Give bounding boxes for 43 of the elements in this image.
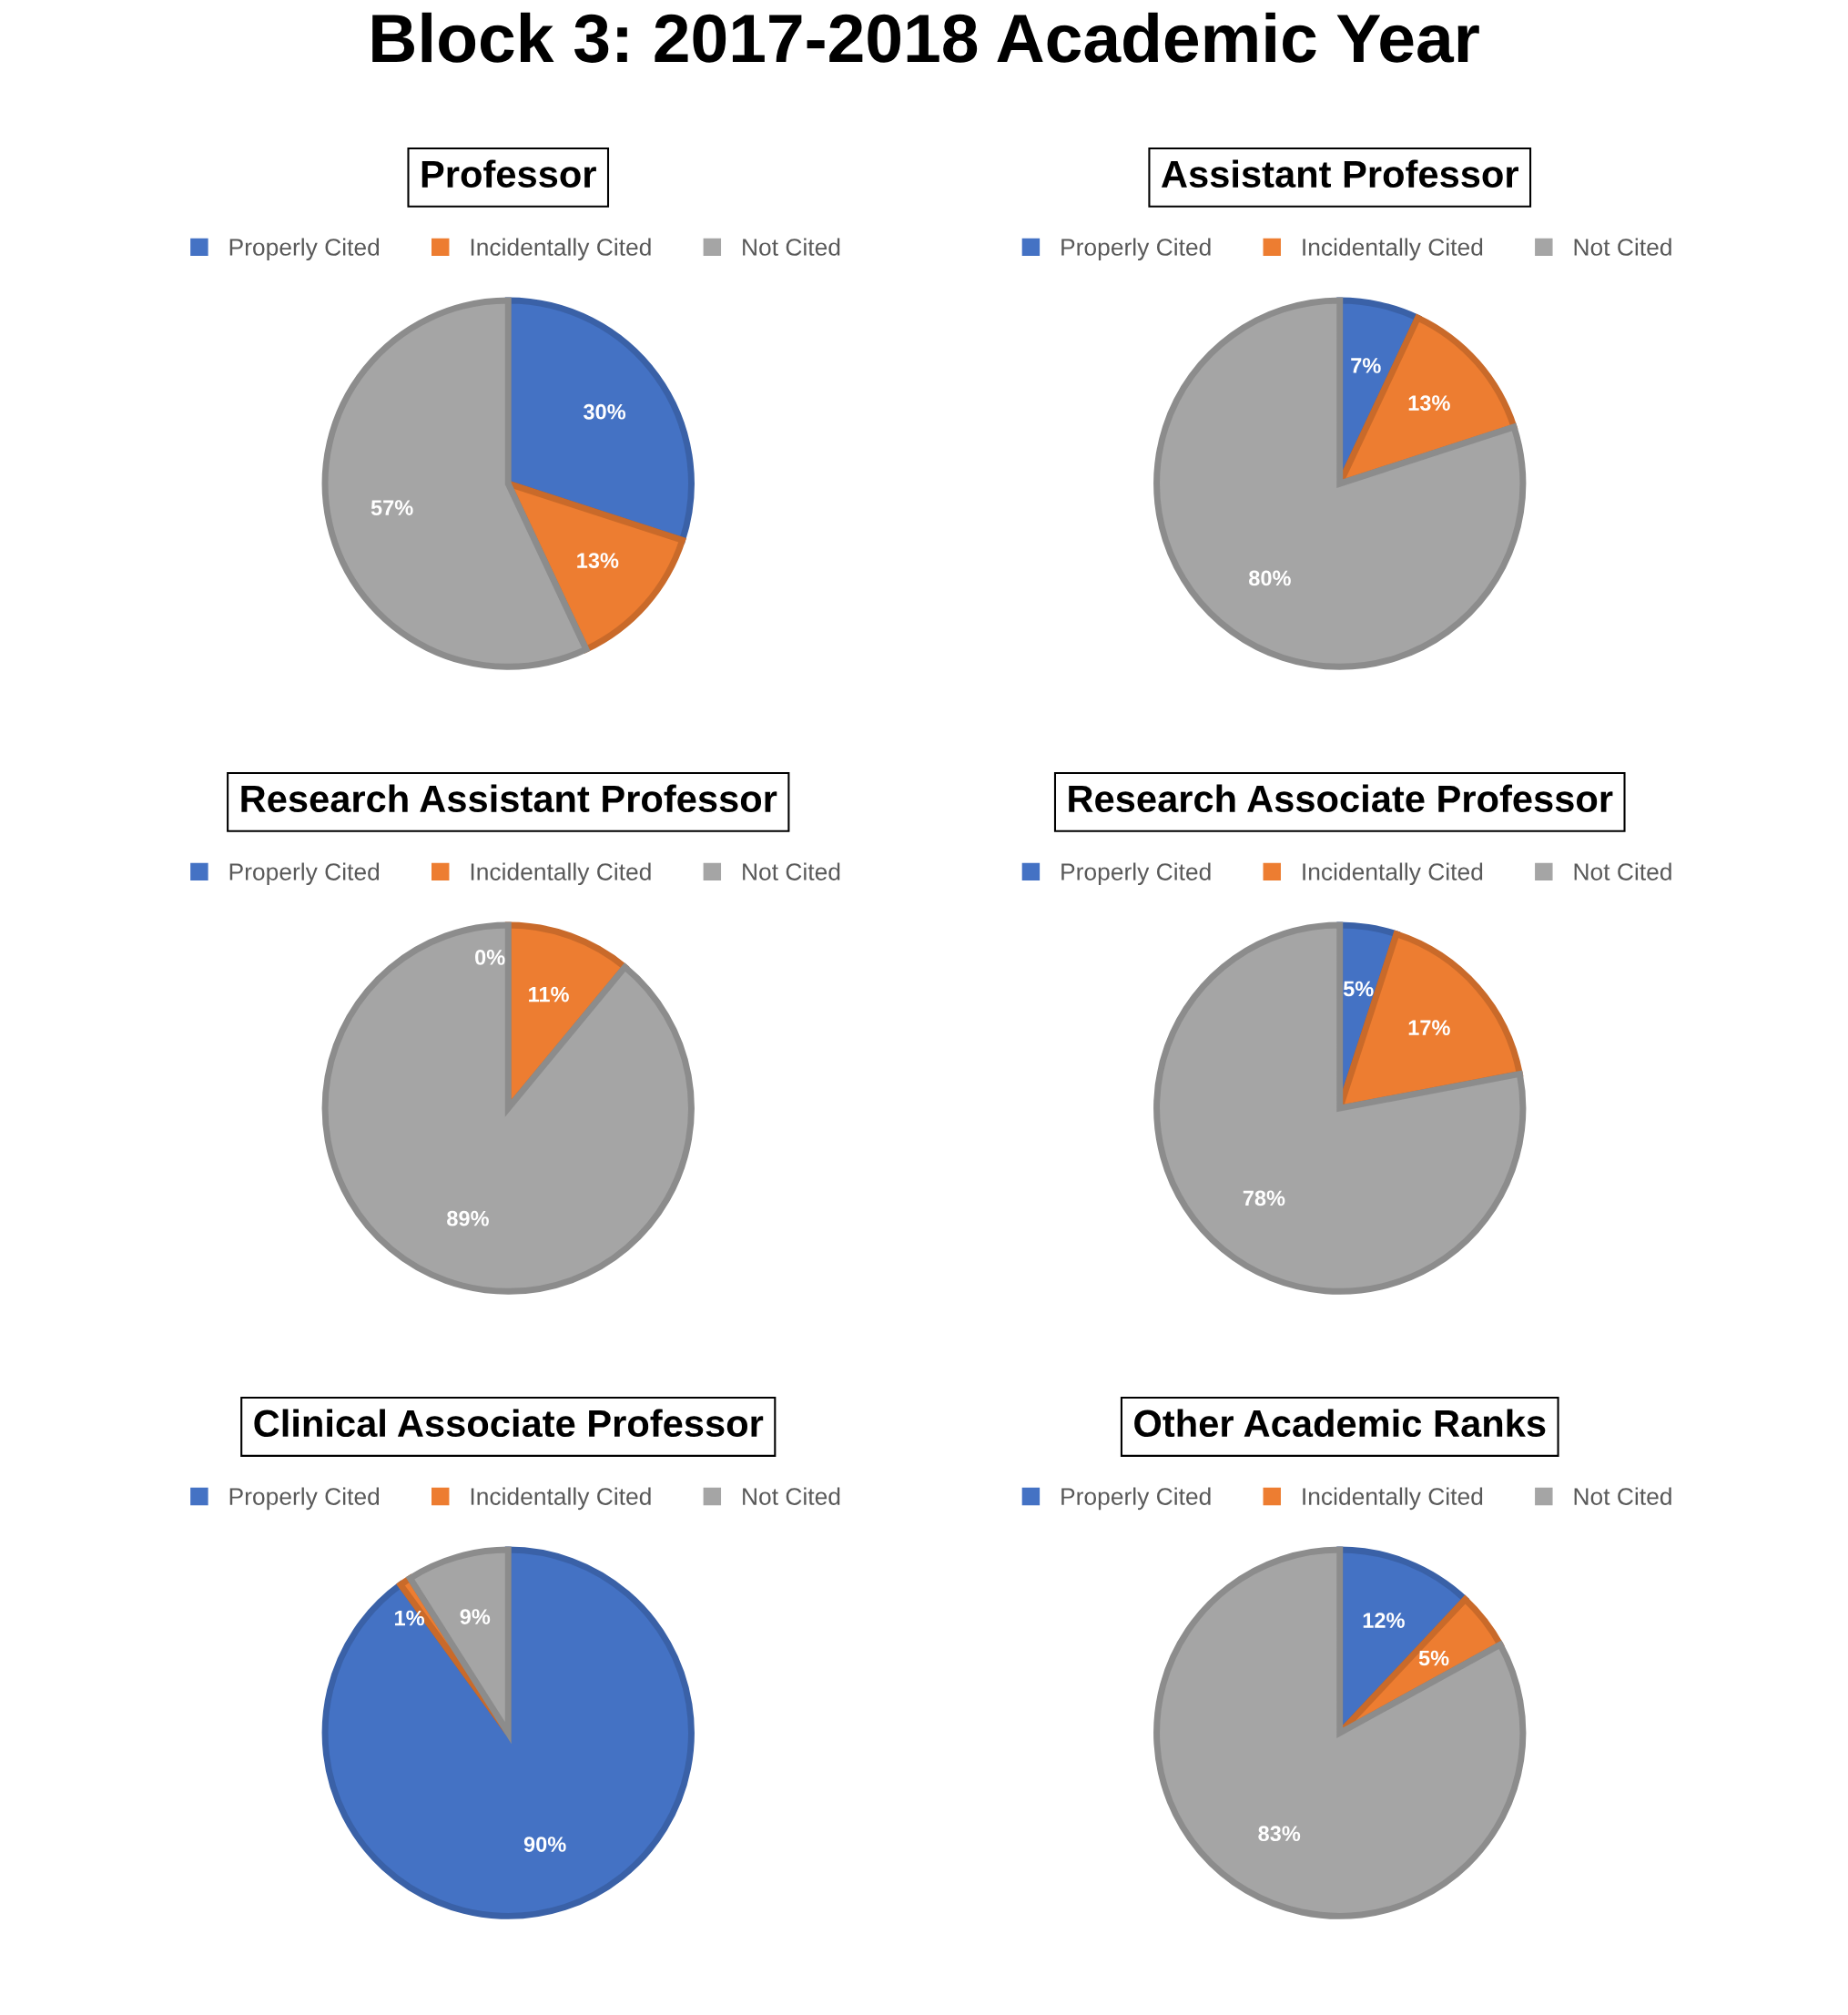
data-label: 5% bbox=[1343, 981, 1374, 997]
legend-label: Incidentally Cited bbox=[1303, 1487, 1483, 1511]
chart-title: Clinical Associate Professor bbox=[254, 1409, 764, 1438]
data-label: 17% bbox=[1408, 1020, 1450, 1035]
legend-label: Properly Cited bbox=[229, 238, 380, 261]
legend-label: Properly Cited bbox=[229, 1487, 380, 1511]
data-label: 9% bbox=[460, 1609, 491, 1624]
data-label: 89% bbox=[447, 1210, 489, 1226]
data-label: 78% bbox=[1243, 1190, 1285, 1206]
legend-label: Incidentally Cited bbox=[471, 1487, 651, 1511]
legend-label: Incidentally Cited bbox=[1303, 862, 1483, 886]
data-label: 11% bbox=[529, 986, 569, 1002]
legend-label: Not Cited bbox=[743, 1487, 840, 1505]
text: Block 3: 2017-2018 Academic Year bbox=[372, 12, 1479, 63]
data-label: 90% bbox=[523, 1837, 566, 1852]
legend-label: Not Cited bbox=[1574, 238, 1671, 256]
data-label: 7% bbox=[1351, 358, 1381, 373]
legend-label: Properly Cited bbox=[1061, 238, 1211, 261]
chart-title: Other Academic Ranks bbox=[1134, 1409, 1546, 1438]
data-label: 57% bbox=[371, 500, 413, 515]
legend-label: Incidentally Cited bbox=[471, 862, 651, 886]
chart-title: Professor bbox=[421, 159, 596, 188]
legend-label: Incidentally Cited bbox=[1303, 238, 1483, 261]
legend-label: Not Cited bbox=[743, 862, 840, 880]
chart-title: Research Assistant Professor bbox=[241, 784, 777, 813]
legend-label: Properly Cited bbox=[1061, 862, 1211, 886]
chart-title: Assistant Professor bbox=[1161, 159, 1518, 188]
legend-label: Properly Cited bbox=[229, 862, 380, 886]
data-label: 12% bbox=[1363, 1613, 1405, 1628]
data-label: 5% bbox=[1418, 1650, 1449, 1666]
data-label: 30% bbox=[583, 403, 626, 420]
legend-label: Not Cited bbox=[1574, 1487, 1671, 1505]
legend-label: Properly Cited bbox=[1061, 1487, 1211, 1511]
legend-label: Incidentally Cited bbox=[471, 238, 651, 261]
data-label: 80% bbox=[1249, 570, 1291, 586]
data-label: 13% bbox=[1408, 395, 1450, 412]
text: 0% bbox=[475, 950, 505, 965]
legend-label: Not Cited bbox=[1574, 862, 1671, 880]
chart-title: Research Associate Professor bbox=[1069, 784, 1613, 813]
data-label: 13% bbox=[577, 553, 619, 568]
data-label: 83% bbox=[1258, 1826, 1301, 1842]
data-label: 1% bbox=[395, 1610, 425, 1626]
legend-label: Not Cited bbox=[743, 238, 840, 256]
